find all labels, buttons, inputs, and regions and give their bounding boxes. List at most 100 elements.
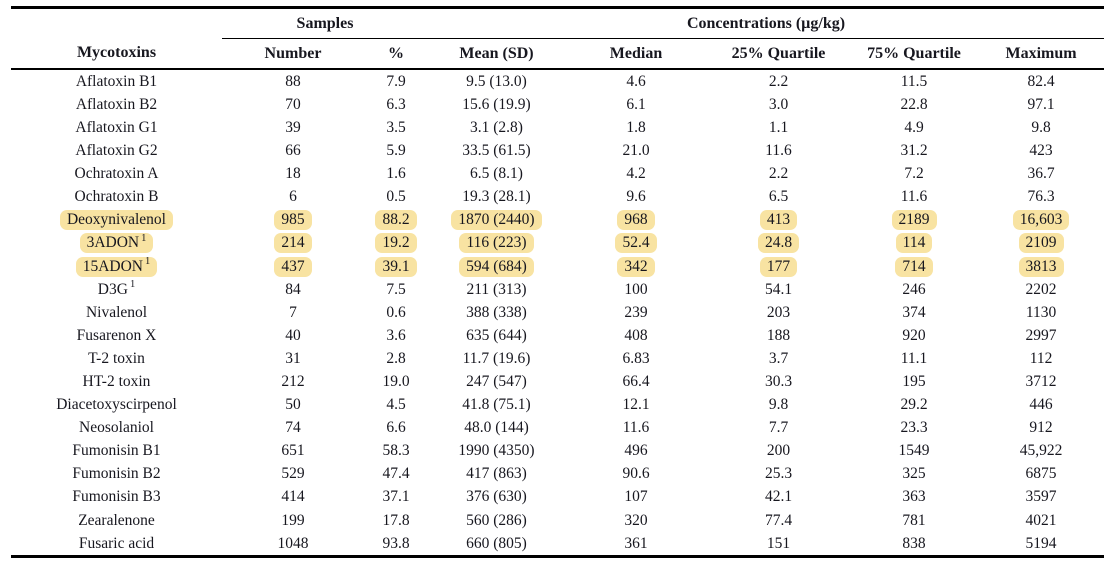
value-cell: 968 <box>565 209 707 232</box>
value-cell: 88 <box>285 72 301 90</box>
value-cell: 17.8 <box>382 511 410 529</box>
highlight: 2109 <box>1018 233 1064 254</box>
table-row: Fusaric acid 1048 93.8 660 (805) 361 151 838 51… <box>11 532 1104 557</box>
highlight: 437 <box>274 256 312 277</box>
value-cell: 19.3 (28.1) <box>462 188 531 206</box>
value-cell: 6.6 <box>386 419 406 437</box>
value-cell: 714 <box>850 255 978 278</box>
value-cell: 36.7 <box>1027 165 1055 183</box>
value-cell: 361 <box>624 534 648 552</box>
column-header-75-quartile: 75% Quartile <box>850 38 978 70</box>
mycotoxin-name-cell: Neosolaniol <box>79 419 154 437</box>
highlight: 594 (684) <box>459 256 534 277</box>
column-header-median: Median <box>565 38 707 70</box>
value-cell: 58.3 <box>382 442 410 460</box>
mycotoxin-name-cell: Aflatoxin B2 <box>75 95 158 113</box>
value-cell: 1048 <box>277 534 309 552</box>
highlight: 114 <box>895 233 933 254</box>
value-cell: 29.2 <box>900 396 928 414</box>
value-cell: 239 <box>624 303 648 321</box>
mycotoxin-name-cell: Aflatoxin B1 <box>75 72 158 90</box>
value-cell: 246 <box>902 280 926 298</box>
value-cell: 39.1 <box>364 255 428 278</box>
value-cell: 2109 <box>978 232 1104 255</box>
value-cell: 6.1 <box>626 95 646 113</box>
value-cell: 82.4 <box>1027 72 1055 90</box>
value-cell: 11.6 <box>900 188 928 206</box>
value-cell: 912 <box>1029 419 1053 437</box>
value-cell: 9.8 <box>1031 118 1051 136</box>
value-cell: 3813 <box>978 255 1104 278</box>
value-cell: 41.8 (75.1) <box>462 396 531 414</box>
value-cell: 3.7 <box>768 349 789 367</box>
highlight: 116 (223) <box>459 233 534 254</box>
value-cell: 116 (223) <box>428 232 565 255</box>
value-cell: 177 <box>707 255 850 278</box>
value-cell: 66 <box>285 142 301 160</box>
mycotoxin-name-cell: Ochratoxin B <box>74 188 159 206</box>
value-cell: 199 <box>281 511 305 529</box>
value-cell: 417 (863) <box>466 465 527 483</box>
value-cell: 31.2 <box>900 142 928 160</box>
mycotoxin-name-cell: Fusaric acid <box>78 534 155 552</box>
footnote-marker: 1 <box>145 256 151 268</box>
table-row: 3ADON 1 214 19.2 116 (223) 52.4 24.8 114 2109 <box>11 232 1104 255</box>
value-cell: 7.7 <box>768 419 789 437</box>
table-row: D3G 1 84 7.5 211 (313) 100 54.1 246 2202 <box>11 278 1104 301</box>
value-cell: 2.2 <box>768 165 789 183</box>
column-header-percent: % <box>364 38 428 70</box>
table-row: Neosolaniol 74 6.6 48.0 (144) 11.6 7.7 23.3 912 <box>11 416 1104 439</box>
value-cell: 70 <box>285 95 301 113</box>
value-cell: 1.6 <box>386 165 406 183</box>
mycotoxin-name-cell: Fumonisin B2 <box>72 465 161 483</box>
value-cell: 5194 <box>1025 534 1057 552</box>
value-cell: 50 <box>285 396 301 414</box>
mycotoxin-name-cell: 15ADON 1 <box>11 255 222 278</box>
value-cell: 77.4 <box>764 511 793 529</box>
footnote-marker: 1 <box>141 233 147 245</box>
highlight: 177 <box>759 256 798 277</box>
group-header-empty <box>11 8 222 39</box>
value-cell: 376 (630) <box>466 488 527 506</box>
value-cell: 7.2 <box>904 165 924 183</box>
highlight: 19.2 <box>375 233 417 254</box>
table-row: Fumonisin B1 651 58.3 1990 (4350) 496 200 1549… <box>11 440 1104 463</box>
group-header-row: Samples Concentrations (µg/kg) <box>11 7 1105 39</box>
column-header-mycotoxins: Mycotoxins <box>11 38 222 70</box>
mycotoxin-name-cell: Aflatoxin G2 <box>75 142 158 160</box>
value-cell: 363 <box>902 488 926 506</box>
value-cell: 4.2 <box>626 165 646 183</box>
mycotoxin-name-cell: Aflatoxin G1 <box>75 118 158 136</box>
value-cell: 6.5 (8.1) <box>470 165 523 183</box>
value-cell: 24.8 <box>707 232 850 255</box>
value-cell: 2997 <box>1025 326 1057 344</box>
value-cell: 195 <box>902 373 926 391</box>
value-cell: 2189 <box>850 209 978 232</box>
value-cell: 6.3 <box>386 95 406 113</box>
value-cell: 188 <box>766 326 791 344</box>
value-cell: 1870 (2440) <box>428 209 565 232</box>
value-cell: 93.8 <box>382 534 410 552</box>
value-cell: 3712 <box>1025 373 1057 391</box>
value-cell: 2.8 <box>386 349 406 367</box>
value-cell: 7.9 <box>386 72 406 90</box>
value-cell: 2202 <box>1025 280 1057 298</box>
value-cell: 1549 <box>898 442 930 460</box>
value-cell: 11.5 <box>900 72 928 90</box>
table-row: Diacetoxyscirpenol 50 4.5 41.8 (75.1) 12.1 9.… <box>11 393 1104 416</box>
highlight: 1870 (2440) <box>451 210 542 231</box>
value-cell: 660 (805) <box>466 534 527 552</box>
mycotoxin-name-cell: HT-2 toxin <box>82 373 151 391</box>
value-cell: 1.8 <box>626 118 646 136</box>
value-cell: 33.5 (61.5) <box>462 142 531 160</box>
value-cell: 212 <box>281 373 305 391</box>
highlight: 24.8 <box>757 233 800 254</box>
highlight: 968 <box>617 210 655 231</box>
value-cell: 100 <box>624 280 648 298</box>
value-cell: 11.1 <box>900 349 928 367</box>
footnote-marker: 1 <box>129 279 136 291</box>
value-cell: 107 <box>624 488 648 506</box>
highlight: 39.1 <box>375 256 417 277</box>
value-cell: 635 (644) <box>466 326 527 344</box>
value-cell: 84 <box>285 280 301 298</box>
